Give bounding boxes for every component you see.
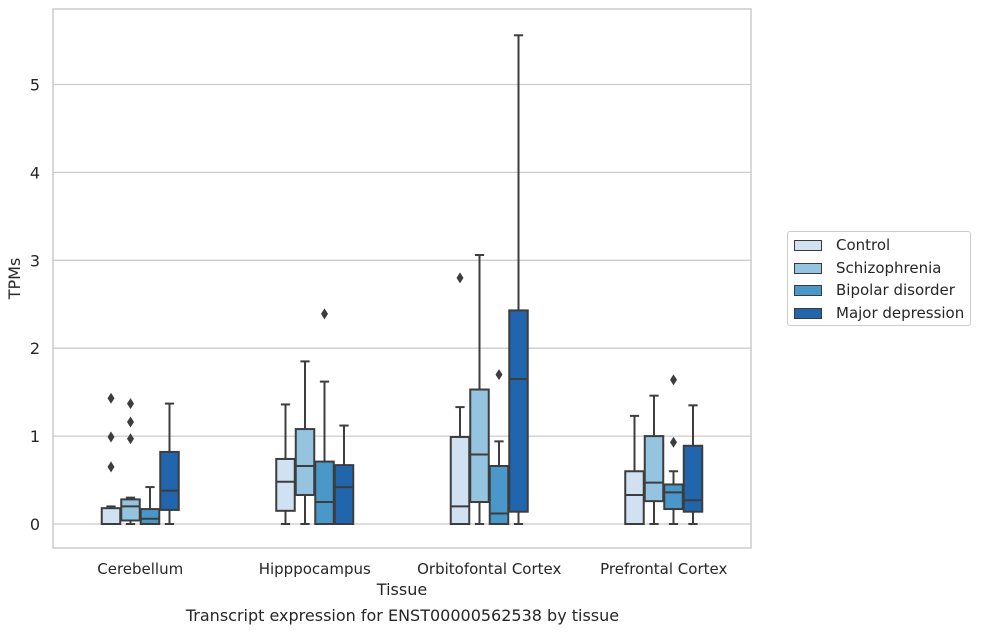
y-tick-label-5: 5: [30, 76, 40, 95]
legend-item-control: Control: [794, 235, 890, 255]
box-group-control-orbitofontal-cortex: [449, 272, 471, 526]
x-tick-label-prefrontal-cortex: Prefrontal Cortex: [600, 560, 727, 578]
outlier-point: [456, 272, 464, 284]
box: [100, 507, 122, 526]
box: [682, 444, 704, 513]
box-group-schizophrenia-orbitofontal-cortex: [469, 254, 490, 525]
outlier-point: [495, 369, 503, 381]
legend-item-bipolar-disorder: Bipolar disorder: [794, 280, 955, 300]
box-group-bipolar-disorder-orbitofontal-cortex: [488, 369, 510, 525]
box: [314, 460, 335, 526]
box: [469, 388, 490, 504]
box: [139, 508, 161, 526]
box: [488, 464, 510, 525]
box: [624, 470, 645, 526]
legend-item-major-depression: Major depression: [794, 303, 964, 323]
legend-swatch-bipolar-disorder: [794, 284, 822, 296]
legend-swatch-major-depression: [794, 307, 822, 319]
box-group-control-cerebellum: [100, 392, 122, 526]
y-tick-label-4: 4: [30, 163, 40, 182]
outlier-point: [321, 308, 328, 320]
box-group-control-hipppocampus: [275, 403, 296, 525]
box: [663, 483, 684, 511]
box: [508, 309, 529, 513]
box: [449, 435, 471, 526]
box-group-major-depression-cerebellum: [159, 402, 180, 525]
y-tick-label-0: 0: [30, 515, 40, 534]
box: [643, 435, 665, 503]
x-axis-label: Tissue: [376, 580, 427, 599]
legend-label-bipolar-disorder: Bipolar disorder: [836, 281, 955, 299]
outlier-point: [107, 431, 115, 443]
box-group-schizophrenia-hipppocampus: [294, 360, 316, 525]
box-group-major-depression-hipppocampus: [333, 424, 355, 525]
legend-swatch-schizophrenia: [794, 262, 822, 274]
box-group-bipolar-disorder-cerebellum: [139, 486, 161, 526]
plot-frame: [52, 8, 752, 549]
outlier-point: [107, 461, 115, 473]
box-group-major-depression-orbitofontal-cortex: [508, 34, 529, 525]
box-group-control-prefrontal-cortex: [624, 414, 645, 526]
box: [333, 464, 355, 525]
box-group-major-depression-prefrontal-cortex: [682, 404, 704, 525]
box: [275, 457, 296, 512]
x-tick-label-orbitofontal-cortex: Orbitofontal Cortex: [417, 560, 561, 578]
outlier-point: [670, 374, 677, 386]
y-axis-label: TPMs: [5, 258, 24, 301]
outlier-point: [127, 398, 134, 410]
box: [159, 450, 180, 511]
box-group-bipolar-disorder-prefrontal-cortex: [663, 374, 684, 525]
outlier-point: [107, 392, 115, 404]
legend-swatch-control: [794, 239, 822, 251]
box-group-bipolar-disorder-hipppocampus: [314, 308, 335, 526]
y-tick-label-1: 1: [30, 427, 40, 446]
y-tick-label-3: 3: [30, 251, 40, 270]
outlier-point: [670, 436, 677, 448]
legend-label-control: Control: [836, 236, 891, 254]
figure-caption: Transcript expression for ENST0000056253…: [185, 606, 620, 625]
box-group-schizophrenia-cerebellum: [120, 398, 141, 525]
box: [120, 498, 141, 522]
y-tick-label-2: 2: [30, 339, 40, 358]
legend-item-schizophrenia: Schizophrenia: [794, 258, 941, 278]
x-tick-label-cerebellum: Cerebellum: [97, 560, 183, 578]
box-group-schizophrenia-prefrontal-cortex: [643, 394, 665, 525]
legend: Control Schizophrenia Bipolar disorder M…: [787, 231, 971, 326]
x-tick-label-hipppocampus: Hipppocampus: [259, 560, 371, 578]
legend-label-schizophrenia: Schizophrenia: [836, 259, 942, 277]
box: [294, 428, 316, 496]
legend-label-major-depression: Major depression: [836, 304, 965, 322]
outlier-point: [127, 416, 134, 428]
outlier-point: [127, 433, 134, 445]
